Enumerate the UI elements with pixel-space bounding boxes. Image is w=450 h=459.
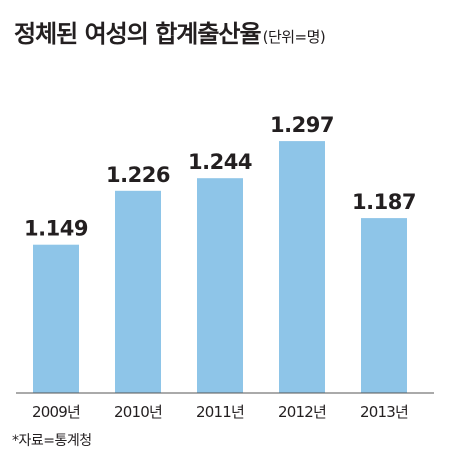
source-note: *자료=통계청 — [12, 433, 92, 449]
value-label: 1.297 — [270, 113, 334, 137]
bar-2011년 — [197, 178, 243, 393]
bar-2010년 — [115, 190, 161, 393]
x-tick-label: 2010년 — [114, 403, 162, 421]
value-label: 1.187 — [352, 190, 416, 214]
x-tick-label: 2011년 — [196, 403, 244, 421]
x-tick-labels-layer: 2009년 2010년 2011년 2012년 2013년 — [32, 403, 409, 421]
value-label: 1.149 — [24, 217, 88, 241]
x-tick-label: 2009년 — [32, 403, 80, 421]
chart-unit: (단위=명) — [262, 28, 326, 46]
x-tick-label: 2013년 — [360, 403, 408, 421]
value-label: 1.226 — [106, 163, 170, 187]
chart-title: 정체된 여성의 합계출산율 — [14, 20, 262, 48]
bar-2013년 — [361, 218, 407, 393]
bar-2009년 — [33, 244, 79, 393]
value-label: 1.244 — [188, 150, 252, 174]
value-labels-layer: 1.149 1.226 1.244 1.297 1.187 — [24, 113, 416, 241]
bar-2012년 — [279, 141, 325, 393]
bars-layer — [33, 141, 407, 393]
x-tick-label: 2012년 — [278, 403, 326, 421]
chart-title-row: 정체된 여성의 합계출산율 (단위=명) — [14, 14, 444, 49]
